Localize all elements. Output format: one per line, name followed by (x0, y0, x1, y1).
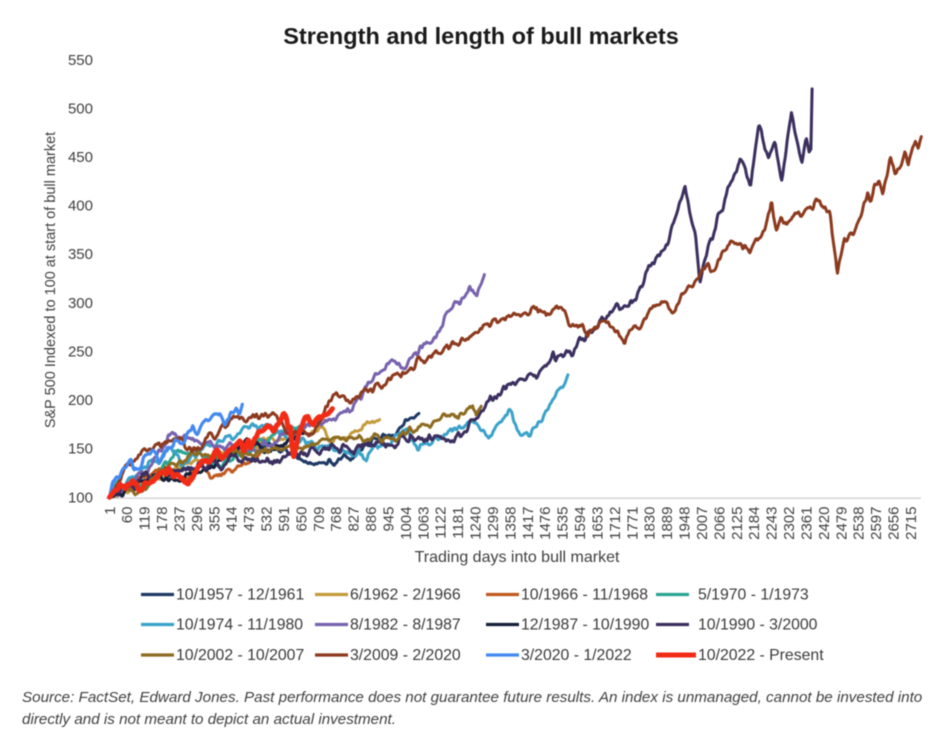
svg-text:1830: 1830 (642, 507, 659, 540)
svg-text:591: 591 (276, 507, 293, 532)
svg-text:S&P 500 Indexed to 100 at star: S&P 500 Indexed to 100 at start of bull … (43, 132, 59, 428)
svg-text:2656: 2656 (886, 507, 903, 540)
svg-text:10/2022 - Present: 10/2022 - Present (698, 647, 824, 664)
svg-text:1653: 1653 (590, 507, 607, 540)
svg-text:1771: 1771 (624, 507, 641, 540)
svg-text:500: 500 (68, 100, 93, 117)
svg-text:1476: 1476 (537, 507, 554, 540)
svg-text:1712: 1712 (607, 507, 624, 540)
svg-text:2715: 2715 (903, 507, 920, 540)
svg-text:1181: 1181 (450, 507, 467, 539)
svg-text:100: 100 (68, 489, 93, 506)
svg-text:768: 768 (328, 507, 345, 532)
svg-text:150: 150 (68, 441, 93, 458)
svg-text:1594: 1594 (572, 507, 589, 540)
svg-text:1240: 1240 (468, 507, 485, 540)
svg-text:355: 355 (206, 507, 223, 532)
svg-text:350: 350 (68, 246, 93, 263)
svg-text:1: 1 (102, 507, 119, 515)
svg-text:450: 450 (68, 149, 93, 166)
svg-text:10/1990 - 3/2000: 10/1990 - 3/2000 (698, 617, 818, 634)
svg-text:1417: 1417 (520, 507, 537, 540)
svg-text:1122: 1122 (433, 507, 450, 539)
svg-text:5/1970 - 1/1973: 5/1970 - 1/1973 (698, 587, 809, 604)
svg-text:300: 300 (68, 295, 93, 312)
svg-text:Source: FactSet, Edward Jones.: Source: FactSet, Edward Jones. Past perf… (22, 689, 922, 706)
svg-text:2125: 2125 (729, 507, 746, 540)
svg-text:2479: 2479 (833, 507, 850, 540)
svg-text:709: 709 (311, 507, 328, 532)
svg-text:1535: 1535 (555, 507, 572, 540)
svg-text:3/2009 - 2/2020: 3/2009 - 2/2020 (350, 647, 461, 664)
svg-text:2066: 2066 (711, 507, 728, 540)
svg-text:473: 473 (241, 507, 258, 532)
svg-text:237: 237 (172, 507, 189, 532)
svg-text:945: 945 (381, 507, 398, 532)
svg-text:6/1962 - 2/1966: 6/1962 - 2/1966 (350, 587, 461, 604)
svg-text:2243: 2243 (764, 507, 781, 540)
svg-text:60: 60 (119, 507, 136, 524)
svg-text:1948: 1948 (677, 507, 694, 540)
svg-text:1063: 1063 (415, 507, 432, 540)
svg-text:250: 250 (68, 344, 93, 361)
svg-text:1889: 1889 (659, 507, 676, 540)
svg-text:2597: 2597 (868, 507, 885, 540)
svg-text:10/2002 - 10/2007: 10/2002 - 10/2007 (176, 647, 304, 664)
svg-text:400: 400 (68, 198, 93, 215)
svg-text:Trading days into bull market: Trading days into bull market (415, 549, 620, 566)
svg-text:178: 178 (154, 507, 171, 532)
svg-text:119: 119 (137, 507, 154, 531)
svg-text:10/1974 - 11/1980: 10/1974 - 11/1980 (176, 617, 303, 634)
svg-text:550: 550 (68, 52, 93, 69)
svg-text:1004: 1004 (398, 507, 415, 540)
svg-text:directly and is not meant to d: directly and is not meant to depict an a… (22, 711, 396, 728)
svg-text:414: 414 (224, 507, 241, 532)
svg-text:827: 827 (346, 507, 363, 532)
svg-text:886: 886 (363, 507, 380, 532)
svg-text:10/1957 - 12/1961: 10/1957 - 12/1961 (176, 587, 304, 604)
svg-text:2361: 2361 (799, 507, 816, 540)
svg-text:1299: 1299 (485, 507, 502, 540)
svg-text:650: 650 (293, 507, 310, 532)
svg-text:12/1987 - 10/1990: 12/1987 - 10/1990 (521, 617, 649, 634)
svg-text:1358: 1358 (502, 507, 519, 540)
svg-text:Strength and length of bull ma: Strength and length of bull markets (283, 23, 679, 49)
svg-text:2538: 2538 (851, 507, 868, 540)
svg-text:296: 296 (189, 507, 206, 532)
svg-text:2007: 2007 (694, 507, 711, 540)
svg-text:200: 200 (68, 392, 93, 409)
svg-text:8/1982 - 8/1987: 8/1982 - 8/1987 (350, 617, 461, 634)
svg-text:10/1966 - 11/1968: 10/1966 - 11/1968 (521, 587, 648, 604)
svg-text:532: 532 (259, 507, 276, 532)
svg-text:3/2020 - 1/2022: 3/2020 - 1/2022 (521, 647, 632, 664)
svg-text:2420: 2420 (816, 507, 833, 540)
svg-text:2302: 2302 (781, 507, 798, 540)
svg-text:2184: 2184 (746, 507, 763, 540)
